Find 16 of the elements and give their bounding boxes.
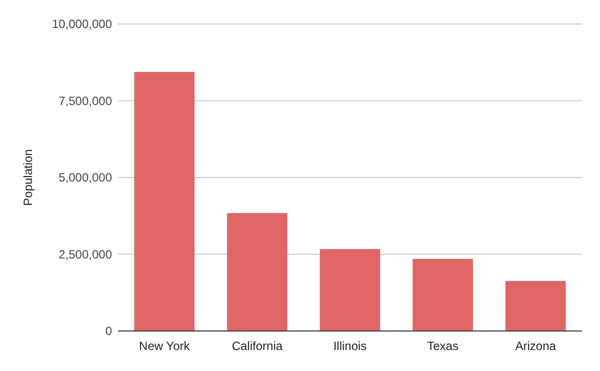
bar xyxy=(505,280,566,331)
y-tick-label: 10,000,000 xyxy=(52,17,112,32)
y-tick-label: 5,000,000 xyxy=(58,170,112,185)
x-tick-label: California xyxy=(232,339,283,353)
bar xyxy=(227,213,288,331)
x-tick-label: Texas xyxy=(427,339,458,353)
x-tick-label: New York xyxy=(139,339,191,353)
y-tick-label: 2,500,000 xyxy=(58,247,112,262)
x-tick-label: Illinois xyxy=(333,339,367,353)
y-axis-title: Population xyxy=(21,149,35,206)
y-tick-label: 7,500,000 xyxy=(58,94,112,108)
x-tick-label: Arizona xyxy=(515,339,556,353)
bar xyxy=(412,258,473,331)
y-tick-label: 0 xyxy=(105,324,112,338)
bar xyxy=(320,249,380,331)
bar xyxy=(134,72,195,331)
